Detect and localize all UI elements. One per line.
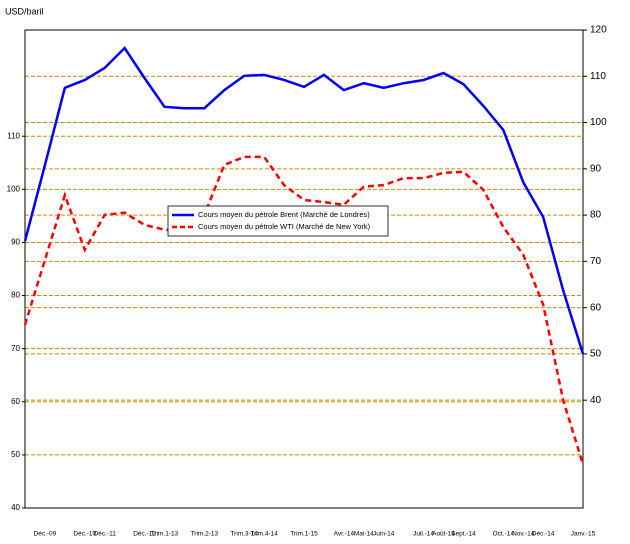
x-tick-label: Déc.-11: [94, 531, 117, 538]
x-tick-label: Trim.3-14: [230, 531, 258, 538]
y-tick-label: 110: [7, 131, 20, 140]
y-tick-label: 90: [11, 238, 20, 247]
x-tick-label: Janv.-15: [571, 531, 596, 538]
legend-label: Cours moyen du pétrole WTI (Marché de Ne…: [198, 222, 371, 231]
legend-label: Cours moyen du pétrole Brent (Marché de …: [198, 210, 370, 219]
y2-tick-label: 60: [590, 302, 602, 313]
x-tick-label: Déc.-14: [532, 531, 555, 538]
x-tick-label: Déc.-10: [73, 531, 96, 538]
x-tick-label: Déc.-12: [133, 531, 156, 538]
x-tick-label: Avr.-14: [334, 531, 355, 538]
x-tick-label: Nov.-14: [512, 531, 535, 538]
y2-tick-label: 50: [590, 349, 602, 360]
y2-tick-label: 80: [590, 210, 602, 221]
y-axis-label: USD/baril: [5, 6, 44, 16]
x-tick-label: Juil.-14: [413, 531, 434, 538]
x-tick-label: Sept.-14: [451, 531, 476, 538]
y2-tick-label: 40: [590, 395, 602, 406]
series-line: [23, 46, 585, 355]
y2-tick-label: 120: [590, 25, 607, 36]
y2-tick-label: 110: [590, 71, 606, 82]
x-tick-label: Oct.-14: [493, 531, 515, 538]
x-tick-label: Mai-14: [354, 531, 374, 538]
y2-tick-label: 90: [590, 163, 602, 174]
y-tick-label: 100: [7, 184, 21, 193]
y-tick-label: 60: [11, 397, 20, 406]
x-tick-label: Trim.1-13: [151, 531, 179, 538]
x-tick-label: Août-14: [432, 531, 455, 538]
x-tick-label: Déc.-09: [34, 531, 57, 538]
x-tick-label: Trim.4-14: [250, 531, 278, 538]
y-tick-label: 50: [11, 450, 20, 459]
x-tick-label: Juin-14: [373, 531, 395, 538]
y-tick-label: 80: [11, 291, 20, 300]
plot-frame: [24, 29, 584, 509]
x-tick-label: Trim.1-15: [290, 531, 318, 538]
legend-box: [167, 205, 389, 237]
y-tick-label: 40: [11, 503, 20, 512]
y-tick-label: 70: [11, 344, 20, 353]
x-tick-label: Trim.2-13: [191, 531, 219, 538]
y2-tick-label: 100: [590, 117, 607, 128]
series-line: [23, 155, 585, 465]
y2-tick-label: 70: [590, 256, 602, 267]
